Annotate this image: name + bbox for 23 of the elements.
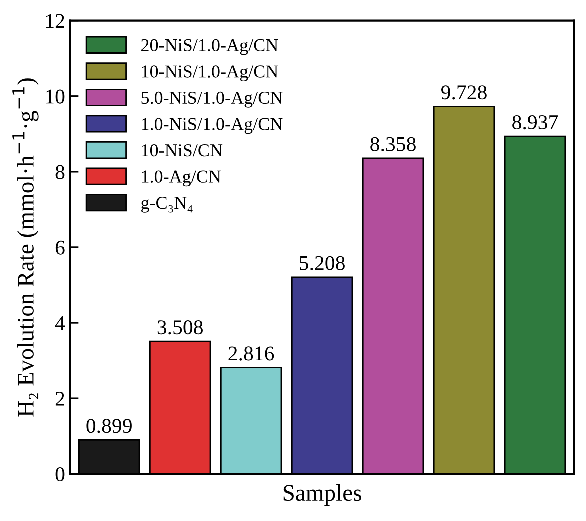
data-label: 5.208 — [300, 256, 345, 270]
data-label: 8.358 — [370, 137, 416, 152]
data-label: 9.728 — [441, 86, 487, 100]
y-tick-label: 6 — [56, 240, 65, 255]
legend-label: g-C₃N₄ — [142, 197, 193, 213]
legend-label: 10-NiS/1.0-Ag/CN — [142, 66, 278, 82]
data-label: 8.937 — [512, 115, 558, 130]
y-axis-title: H₂ Evolution Rate (mmol·h$^{−1}$·g$^{−1}$) — [12, 78, 39, 417]
data-label: 3.508 — [158, 320, 203, 335]
x-axis-title: Samples — [284, 484, 362, 506]
y-tick-label: 2 — [56, 392, 64, 406]
legend-label: 10-NiS/CN — [142, 144, 223, 157]
y-tick-label: 12 — [46, 14, 64, 28]
legend-label: 5.0-NiS/1.0-Ag/CN — [142, 92, 283, 108]
legend-label: 1.0-NiS/1.0-Ag/CN — [142, 118, 283, 134]
legend-label: 1.0-Ag/CN — [142, 170, 222, 187]
y-tick-label: 0 — [56, 467, 65, 482]
y-tick-label: 10 — [46, 90, 65, 104]
data-label: 0.899 — [86, 419, 132, 434]
y-tick-label: 4 — [55, 316, 66, 330]
data-label: 2.816 — [228, 346, 274, 361]
y-tick-label: 8 — [56, 165, 65, 180]
legend-label: 20-NiS/1.0-Ag/CN — [142, 39, 278, 56]
